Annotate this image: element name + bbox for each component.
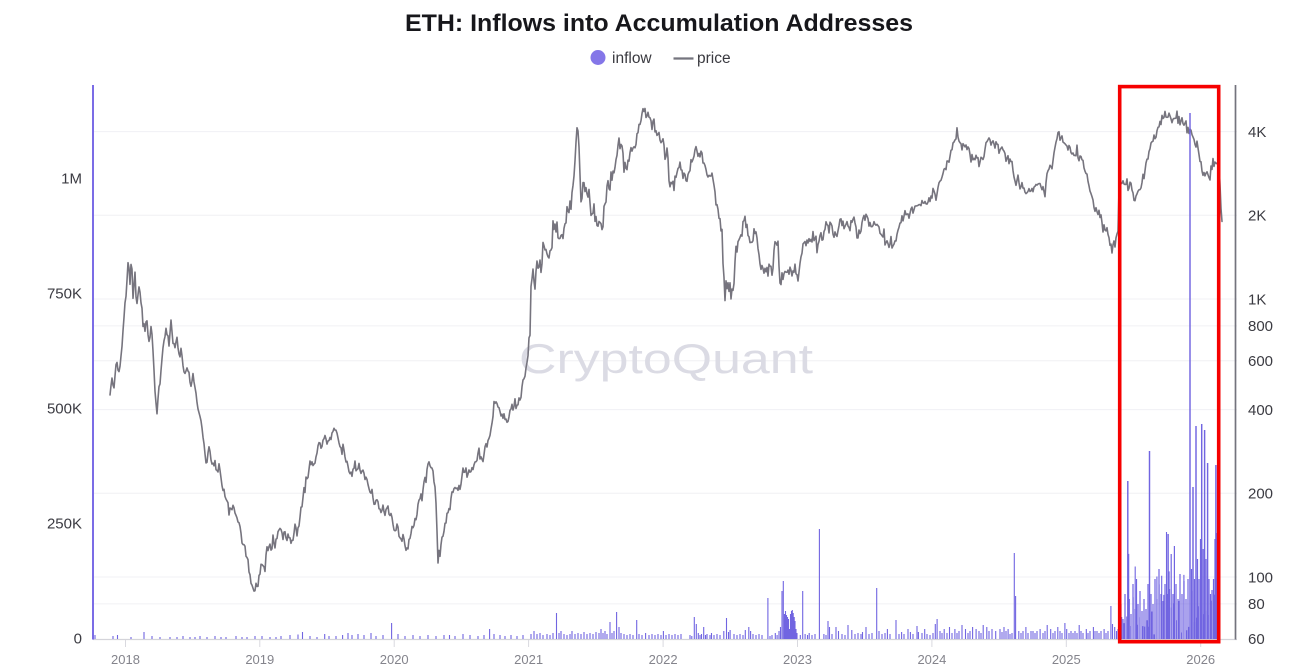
svg-text:ETH: Inflows into Accumulation: ETH: Inflows into Accumulation Addresses — [405, 10, 913, 37]
svg-text:80: 80 — [1248, 596, 1265, 613]
svg-text:2019: 2019 — [245, 652, 274, 667]
svg-text:250K: 250K — [47, 515, 82, 532]
svg-text:2026: 2026 — [1186, 652, 1215, 667]
svg-text:2024: 2024 — [917, 652, 946, 667]
svg-text:750K: 750K — [47, 285, 82, 302]
svg-text:inflow: inflow — [612, 50, 652, 67]
svg-text:600: 600 — [1248, 353, 1273, 370]
svg-text:1K: 1K — [1248, 291, 1266, 308]
svg-text:100: 100 — [1248, 569, 1273, 586]
svg-text:2K: 2K — [1248, 208, 1266, 225]
svg-text:500K: 500K — [47, 400, 82, 417]
svg-text:2018: 2018 — [111, 652, 140, 667]
svg-text:1M: 1M — [61, 170, 82, 187]
svg-text:200: 200 — [1248, 486, 1273, 503]
svg-text:2022: 2022 — [649, 652, 678, 667]
svg-text:60: 60 — [1248, 631, 1265, 648]
svg-text:CryptoQuant: CryptoQuant — [519, 335, 813, 382]
svg-text:2021: 2021 — [514, 652, 543, 667]
svg-text:price: price — [697, 50, 731, 67]
svg-text:2020: 2020 — [380, 652, 409, 667]
svg-text:4K: 4K — [1248, 124, 1266, 141]
svg-text:2025: 2025 — [1052, 652, 1081, 667]
svg-text:400: 400 — [1248, 402, 1273, 419]
svg-text:2023: 2023 — [783, 652, 812, 667]
svg-text:800: 800 — [1248, 318, 1273, 335]
svg-text:0: 0 — [74, 630, 82, 647]
